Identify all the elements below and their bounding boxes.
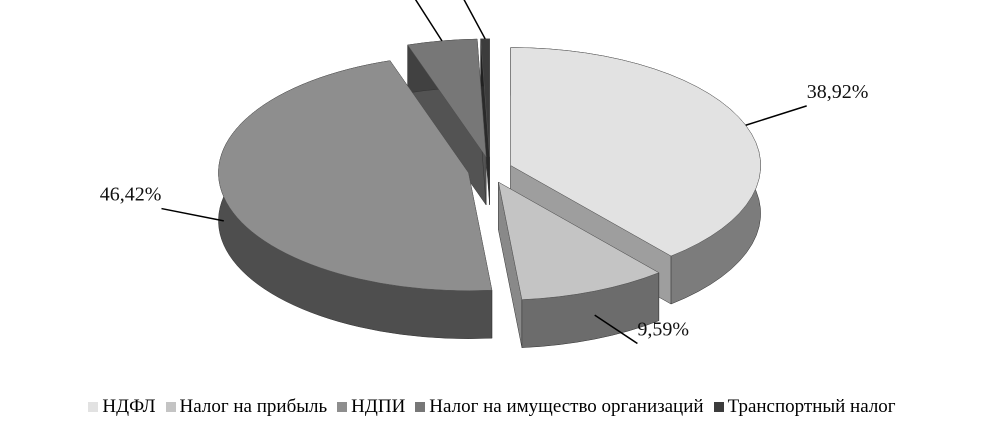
legend-item: Транспортный налог <box>713 396 896 418</box>
legend-item: НДФЛ <box>88 396 156 418</box>
data-label: 9,59% <box>637 319 689 341</box>
legend-swatch <box>165 402 176 412</box>
legend-swatch <box>713 402 724 412</box>
slice <box>498 181 660 300</box>
legend: НДФЛ Налог на прибыль НДПИ Налог на имущест… <box>0 396 984 418</box>
leader-line <box>594 314 638 345</box>
legend-label: НДПИ <box>351 396 406 417</box>
data-label: 46,42% <box>100 184 162 206</box>
legend-swatch <box>88 402 99 412</box>
legend-label: Налог на имущество организаций <box>429 396 704 417</box>
legend-label: Налог на прибыль <box>179 396 328 417</box>
pie-area: 38,92%9,59%46,42%4,51%0,57% <box>100 0 869 348</box>
data-label: 38,92% <box>807 81 869 103</box>
slice <box>218 60 493 291</box>
leader-line <box>161 207 224 222</box>
legend-label: НДФЛ <box>102 396 156 417</box>
leader-line <box>463 0 486 40</box>
legend-item: НДПИ <box>337 396 405 418</box>
leader-line <box>414 0 443 42</box>
slice <box>510 47 761 257</box>
leader-line <box>745 105 807 126</box>
legend-swatch <box>337 402 348 412</box>
legend-swatch <box>415 402 426 412</box>
legend-label: Транспортный налог <box>727 396 896 417</box>
legend-item: Налог на прибыль <box>165 396 328 418</box>
legend-item: Налог на имущество организаций <box>415 396 704 418</box>
